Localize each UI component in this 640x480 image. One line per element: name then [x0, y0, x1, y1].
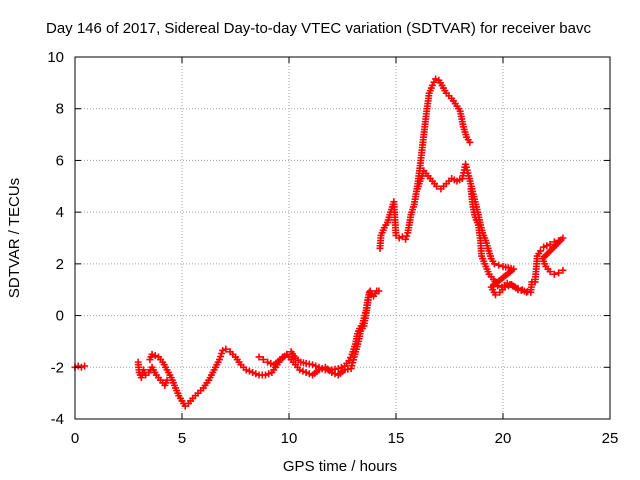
data-point: [466, 138, 474, 146]
data-point: [546, 268, 554, 276]
data-point: [518, 286, 526, 294]
data-point: [302, 368, 310, 376]
y-tick-label: 10: [47, 49, 64, 66]
data-point: [296, 366, 304, 374]
data-point: [550, 270, 558, 278]
data-point: [151, 352, 159, 360]
data-point: [365, 288, 373, 296]
data-point: [261, 371, 269, 379]
y-tick-label: -4: [51, 411, 64, 428]
data-point: [402, 235, 410, 243]
series-evening: [531, 234, 567, 286]
data-point: [403, 232, 411, 240]
series-early: [71, 362, 89, 371]
data-point: [375, 287, 383, 295]
x-tick-label: 15: [388, 430, 405, 447]
data-point: [255, 353, 263, 361]
data-point: [432, 75, 440, 83]
y-tick-label: 4: [56, 204, 64, 221]
x-tick-label: 20: [495, 430, 512, 447]
data-point: [81, 362, 89, 370]
data-point: [559, 266, 567, 274]
data-point: [242, 366, 250, 374]
y-tick-label: -2: [51, 359, 64, 376]
data-point: [536, 247, 544, 255]
data-point: [312, 362, 320, 370]
data-point: [299, 367, 307, 375]
series-night-lower: [134, 358, 171, 389]
series-morning-mid: [376, 75, 474, 252]
x-axis-label: GPS time / hours: [283, 458, 397, 475]
x-tick-label: 5: [178, 430, 186, 447]
data-point: [523, 288, 531, 296]
x-tick-label: 10: [281, 430, 298, 447]
data-point: [395, 234, 403, 242]
data-point: [259, 356, 267, 364]
data-point: [264, 358, 272, 366]
data-point: [309, 361, 317, 369]
data-point: [543, 242, 551, 250]
data-point: [494, 282, 502, 290]
y-tick-labels: -4 -2 0 2 4 6 8 10: [47, 49, 64, 428]
data-point: [315, 366, 323, 374]
y-axis-label: SDTVAR / TECUs: [6, 178, 23, 298]
y-tick-label: 0: [56, 308, 64, 325]
y-tick-label: 8: [56, 101, 64, 118]
data-series: [71, 75, 567, 410]
data-point: [555, 269, 563, 277]
y-tick-label: 2: [56, 256, 64, 273]
data-point: [495, 261, 503, 269]
series-afternoon-lower: [467, 185, 531, 296]
data-point: [546, 240, 554, 248]
data-point: [222, 345, 230, 353]
data-point: [252, 370, 260, 378]
data-point: [514, 284, 522, 292]
data-point: [265, 370, 273, 378]
data-point: [148, 350, 156, 358]
data-point: [540, 243, 548, 251]
series-night-upper: [255, 288, 373, 379]
x-tick-labels: 0 5 10 15 20 25: [71, 430, 619, 447]
ticks: [74, 56, 611, 420]
series-morning-upper: [413, 160, 536, 299]
data-point: [492, 291, 500, 299]
y-tick-label: 6: [56, 152, 64, 169]
data-point: [490, 260, 498, 268]
data-point: [219, 346, 227, 354]
data-point: [245, 367, 253, 375]
data-point: [328, 368, 336, 376]
data-point: [433, 182, 441, 190]
data-point: [249, 368, 257, 376]
chart-title: Day 146 of 2017, Sidereal Day-to-day VTE…: [46, 20, 591, 37]
x-tick-label: 25: [602, 430, 619, 447]
data-point: [74, 362, 82, 370]
x-tick-label: 0: [71, 430, 79, 447]
grid: [75, 57, 610, 419]
data-point: [334, 365, 342, 373]
plot-frame: [74, 56, 611, 420]
